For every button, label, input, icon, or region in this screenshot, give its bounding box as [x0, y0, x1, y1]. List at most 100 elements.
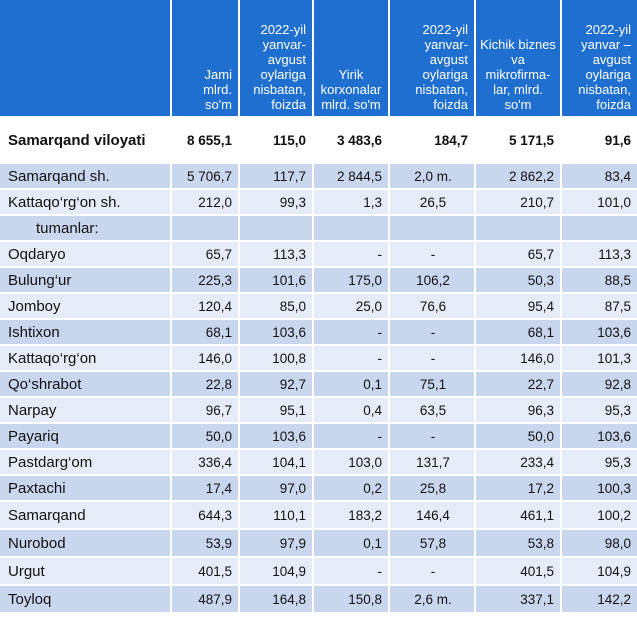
- total-value: 8 655,1: [170, 118, 238, 164]
- table-row: tumanlar:: [0, 216, 637, 242]
- row-value: 96,7: [170, 398, 238, 424]
- row-value: 100,2: [560, 502, 637, 530]
- header-large-percent: 2022-yil yanvar-avgust oylariga nisbatan…: [388, 0, 474, 118]
- total-value: 115,0: [238, 118, 312, 164]
- row-value: 225,3: [170, 268, 238, 294]
- row-value: 212,0: [170, 190, 238, 216]
- row-value: [238, 216, 312, 242]
- row-value: 57,8: [388, 530, 474, 558]
- row-value: 100,3: [560, 476, 637, 502]
- table-row: Oqdaryo 65,7 113,3- -65,7 113,3: [0, 242, 637, 268]
- row-value: 95,3: [560, 398, 637, 424]
- row-value: 2,0 m.: [388, 164, 474, 190]
- row-value: 2 862,2: [474, 164, 560, 190]
- row-value: 210,7: [474, 190, 560, 216]
- row-value: 97,0: [238, 476, 312, 502]
- row-value: 336,4: [170, 450, 238, 476]
- row-value: 0,1: [312, 530, 388, 558]
- table-row: Samarqand sh. 5 706,7 117,7 2 844,5 2,0 m. 2 …: [0, 164, 637, 190]
- table-row: Narpay 96,7 95,1 0,4 63,5 96,3 95,3: [0, 398, 637, 424]
- row-value: 5 706,7: [170, 164, 238, 190]
- row-value: 83,4: [560, 164, 637, 190]
- header-total-percent: 2022-yil yanvar-avgust oylariga nisbatan…: [238, 0, 312, 118]
- row-value: -: [388, 558, 474, 586]
- row-value: 65,7: [170, 242, 238, 268]
- row-value: 103,6: [238, 424, 312, 450]
- row-value: -: [312, 424, 388, 450]
- row-value: 95,4: [474, 294, 560, 320]
- row-value: [170, 216, 238, 242]
- row-name: Pastdarg‘om: [0, 450, 170, 476]
- row-value: 26,5: [388, 190, 474, 216]
- row-value: 87,5: [560, 294, 637, 320]
- row-value: 0,2: [312, 476, 388, 502]
- row-value: -: [388, 320, 474, 346]
- row-value: 22,7: [474, 372, 560, 398]
- row-value: -: [312, 558, 388, 586]
- table-row: Nurobod 53,9 97,9 0,1 57,8 53,8 98,0: [0, 530, 637, 558]
- table-row: Payariq 50,0 103,6- -50,0 103,6: [0, 424, 637, 450]
- row-value: 103,6: [560, 424, 637, 450]
- row-value: 175,0: [312, 268, 388, 294]
- table-body: Samarqand viloyati 8 655,1 115,0 3 483,6…: [0, 118, 637, 614]
- row-value: 104,9: [238, 558, 312, 586]
- row-name: Payariq: [0, 424, 170, 450]
- table-row: Toyloq 487,9 164,8 150,8 2,6 m. 337,1 142,2: [0, 586, 637, 614]
- row-value: 0,1: [312, 372, 388, 398]
- row-name: Jomboy: [0, 294, 170, 320]
- row-value: 120,4: [170, 294, 238, 320]
- row-value: 25,0: [312, 294, 388, 320]
- table-row: Kattaqo‘rg‘on 146,0 100,8- -146,0 101,3: [0, 346, 637, 372]
- row-name: Urgut: [0, 558, 170, 586]
- row-value: 103,6: [238, 320, 312, 346]
- row-value: 461,1: [474, 502, 560, 530]
- row-value: 106,2: [388, 268, 474, 294]
- row-value: 68,1: [170, 320, 238, 346]
- row-value: 22,8: [170, 372, 238, 398]
- total-name: Samarqand viloyati: [0, 118, 170, 164]
- row-value: -: [388, 346, 474, 372]
- row-value: 96,3: [474, 398, 560, 424]
- row-value: [388, 216, 474, 242]
- row-value: 104,9: [560, 558, 637, 586]
- table-row: Ishtixon 68,1 103,6- -68,1 103,6: [0, 320, 637, 346]
- header-total: Jami mlrd. so'm: [170, 0, 238, 118]
- row-name: Samarqand: [0, 502, 170, 530]
- row-name: Narpay: [0, 398, 170, 424]
- row-value: 103,6: [560, 320, 637, 346]
- row-value: -: [388, 242, 474, 268]
- row-value: 92,8: [560, 372, 637, 398]
- row-value: 50,0: [474, 424, 560, 450]
- row-value: 53,8: [474, 530, 560, 558]
- table-row: Jomboy 120,4 85,0 25,0 76,6 95,4 87,5: [0, 294, 637, 320]
- row-value: -: [312, 320, 388, 346]
- row-value: 233,4: [474, 450, 560, 476]
- row-value: 95,1: [238, 398, 312, 424]
- row-value: 146,0: [474, 346, 560, 372]
- table-row: Qo‘shrabot 22,8 92,7 0,1 75,1 22,7 92,8: [0, 372, 637, 398]
- row-value: [474, 216, 560, 242]
- row-value: 53,9: [170, 530, 238, 558]
- row-name: Ishtixon: [0, 320, 170, 346]
- header-small-business: Kichik biznes va mikrofirma-lar, mlrd. s…: [474, 0, 560, 118]
- row-value: 101,0: [560, 190, 637, 216]
- row-name: Kattaqo‘rg‘on sh.: [0, 190, 170, 216]
- row-value: 0,4: [312, 398, 388, 424]
- row-value: 131,7: [388, 450, 474, 476]
- row-value: -: [312, 346, 388, 372]
- row-value: 101,3: [560, 346, 637, 372]
- row-name: Samarqand sh.: [0, 164, 170, 190]
- total-value: 5 171,5: [474, 118, 560, 164]
- table-row: Urgut 401,5 104,9- -401,5 104,9: [0, 558, 637, 586]
- header-large-enterprises: Yirik korxonalar mlrd. so'm: [312, 0, 388, 118]
- row-value: 50,3: [474, 268, 560, 294]
- table-row: Paxtachi 17,4 97,0 0,2 25,8 17,2 100,3: [0, 476, 637, 502]
- row-name: Paxtachi: [0, 476, 170, 502]
- row-value: 103,0: [312, 450, 388, 476]
- total-value: 3 483,6: [312, 118, 388, 164]
- row-value: -: [388, 424, 474, 450]
- row-name: Oqdaryo: [0, 242, 170, 268]
- row-name: Kattaqo‘rg‘on: [0, 346, 170, 372]
- row-value: 92,7: [238, 372, 312, 398]
